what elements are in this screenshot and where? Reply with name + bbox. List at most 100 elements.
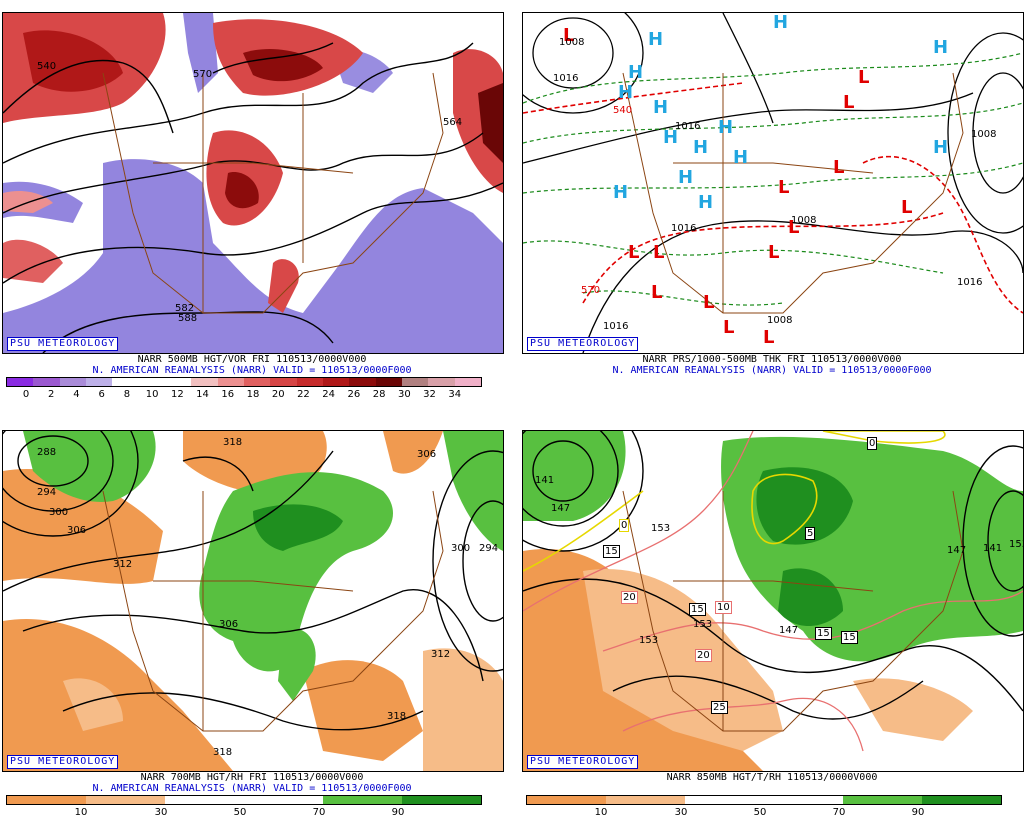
contour-label: 294 bbox=[37, 487, 57, 498]
scale-tick-label: 22 bbox=[297, 389, 310, 400]
svg-text:L: L bbox=[768, 242, 779, 263]
scale-swatch bbox=[191, 378, 218, 386]
scale-tick-label: 28 bbox=[372, 389, 386, 400]
contour-label: 564 bbox=[443, 117, 463, 128]
scale-tick-label: 30 bbox=[154, 807, 168, 818]
scale-tick-label: 32 bbox=[423, 389, 436, 400]
scale-swatch bbox=[59, 378, 86, 386]
contour-label: 141 bbox=[535, 475, 555, 486]
temp-label: 15 bbox=[603, 545, 620, 558]
temp-label: 0 bbox=[619, 519, 630, 532]
scale-swatch bbox=[349, 378, 376, 386]
psu-meteorology-logo: PSU METEOROLOGY bbox=[527, 337, 639, 351]
scale-tick-label: 4 bbox=[73, 389, 80, 400]
svg-text:H: H bbox=[648, 29, 663, 50]
scale-swatch bbox=[375, 378, 402, 386]
scale-tick-label: 10 bbox=[74, 807, 88, 818]
scale-tick-label: 34 bbox=[448, 389, 462, 400]
scale-swatch bbox=[296, 378, 323, 386]
scale-swatch bbox=[7, 796, 86, 804]
caption-line-2: N. AMERICAN REANALYSIS (NARR) VALID = 11… bbox=[612, 365, 932, 376]
isobar-label: 1016 bbox=[957, 277, 983, 288]
contour-label: 318 bbox=[213, 747, 233, 758]
psu-meteorology-logo: PSU METEOROLOGY bbox=[7, 755, 119, 769]
contour-label: 312 bbox=[113, 559, 133, 570]
map-500mb-vorticity: 540 570 582 588 564 PSU METEOROLOGY bbox=[2, 12, 504, 354]
vorticity-color-scale bbox=[6, 377, 482, 387]
scale-swatch bbox=[138, 378, 165, 386]
caption-line-1: NARR 700MB HGT/RH FRI 110513/0000V000 bbox=[140, 772, 364, 783]
svg-text:H: H bbox=[773, 13, 788, 33]
thickness-label: 540 bbox=[613, 105, 633, 116]
scale-tick-label: 0 bbox=[22, 389, 30, 400]
svg-text:H: H bbox=[933, 37, 948, 58]
contour-label: 306 bbox=[219, 619, 239, 630]
caption-line-1: NARR PRS/1000-500MB THK FRI 110513/0000V… bbox=[642, 354, 902, 365]
contour-label: 540 bbox=[37, 61, 57, 72]
temp-label: 15 bbox=[841, 631, 858, 644]
humidity-700-map-graphic bbox=[3, 431, 503, 771]
contour-label: 312 bbox=[431, 649, 451, 660]
contour-label: 294 bbox=[479, 543, 499, 554]
contour-label: 288 bbox=[37, 447, 57, 458]
svg-text:L: L bbox=[778, 177, 789, 198]
scale-tick-label: 24 bbox=[322, 389, 336, 400]
scale-swatch bbox=[764, 796, 843, 804]
scale-tick-label: 12 bbox=[170, 389, 184, 400]
scale-swatch bbox=[527, 796, 606, 804]
contour-label: 582 bbox=[175, 303, 195, 314]
scale-swatch bbox=[323, 796, 402, 804]
scale-tick-label: 50 bbox=[753, 807, 767, 818]
scale-tick-label: 30 bbox=[674, 807, 688, 818]
scale-swatch bbox=[454, 378, 481, 386]
isobar-label: 1016 bbox=[553, 73, 579, 84]
vorticity-map-graphic bbox=[3, 13, 503, 353]
scale-tick-label: 6 bbox=[98, 389, 105, 400]
scale-swatch bbox=[86, 796, 165, 804]
scale-tick-label: 8 bbox=[123, 389, 131, 400]
scale-swatch bbox=[685, 796, 764, 804]
contour-label: 141 bbox=[983, 543, 1003, 554]
caption-line-2: N. AMERICAN REANALYSIS (NARR) VALID = 11… bbox=[92, 365, 412, 376]
contour-label: 153 bbox=[1009, 539, 1023, 550]
map-850mb-humidity-temp: 141 147 153 141 147 153 153 153 147 0 5 … bbox=[522, 430, 1024, 772]
scale-tick-label: 10 bbox=[145, 389, 159, 400]
svg-text:H: H bbox=[663, 127, 678, 148]
scale-swatch bbox=[7, 378, 34, 386]
svg-text:L: L bbox=[901, 197, 912, 218]
svg-text:H: H bbox=[693, 137, 708, 158]
svg-text:L: L bbox=[858, 67, 869, 88]
svg-text:H: H bbox=[933, 137, 948, 158]
scale-swatch bbox=[217, 378, 244, 386]
svg-text:H: H bbox=[613, 182, 628, 203]
scale-tick-label: 90 bbox=[391, 807, 405, 818]
scale-swatch bbox=[428, 378, 455, 386]
svg-text:L: L bbox=[833, 157, 844, 178]
contour-label: 147 bbox=[551, 503, 571, 514]
rh-color-scale bbox=[526, 795, 1002, 805]
svg-text:L: L bbox=[651, 282, 662, 303]
caption-line-1: NARR 850MB HGT/T/RH 110513/0000V000 bbox=[666, 772, 878, 783]
scale-swatch bbox=[244, 796, 323, 804]
contour-label: 570 bbox=[193, 69, 213, 80]
scale-tick-label: 10 bbox=[594, 807, 608, 818]
contour-label: 306 bbox=[417, 449, 437, 460]
temp-label: 10 bbox=[715, 601, 732, 614]
temp-label: 20 bbox=[695, 649, 712, 662]
scale-tick-label: 90 bbox=[911, 807, 925, 818]
scale-tick-label: 70 bbox=[832, 807, 846, 818]
contour-label: 153 bbox=[639, 635, 659, 646]
rh-scale-labels: 10 30 50 70 90 bbox=[6, 807, 480, 819]
isobar-label: 1016 bbox=[603, 321, 629, 332]
svg-text:H: H bbox=[718, 117, 733, 138]
contour-label: 300 bbox=[451, 543, 471, 554]
humidity-850-map-graphic bbox=[523, 431, 1023, 771]
scale-swatch bbox=[164, 378, 192, 386]
isobar-label: 1008 bbox=[559, 37, 585, 48]
svg-text:H: H bbox=[628, 62, 643, 83]
scale-swatch bbox=[165, 796, 244, 804]
caption-line-1: NARR 500MB HGT/VOR FRI 110513/0000V000 bbox=[137, 354, 367, 365]
svg-text:L: L bbox=[563, 25, 574, 46]
scale-swatch bbox=[922, 796, 1001, 804]
scale-tick-label: 30 bbox=[397, 389, 411, 400]
